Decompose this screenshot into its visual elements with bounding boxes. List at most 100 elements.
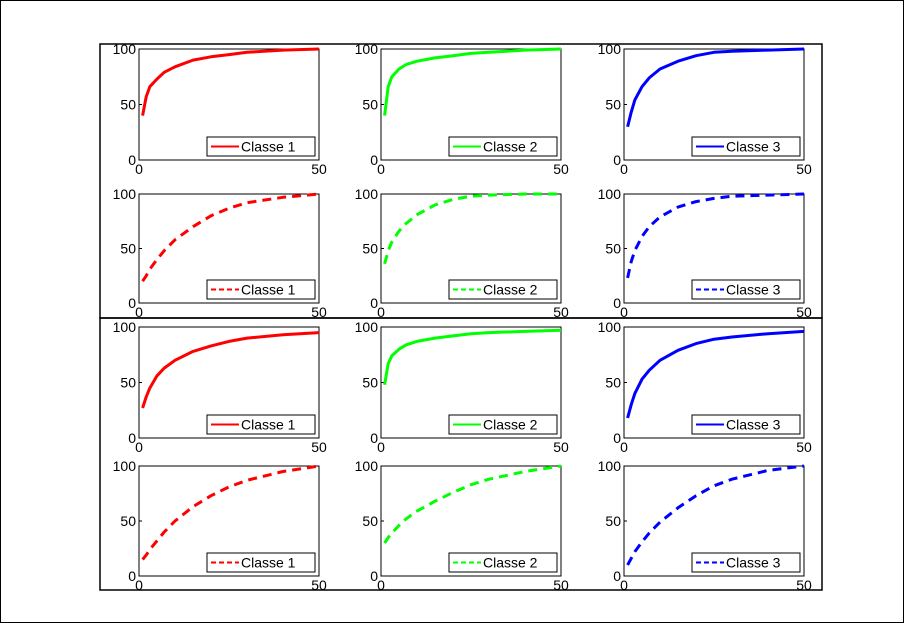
subplot-1: 0 50 100 0 50 Classe 1	[113, 41, 327, 177]
series-line	[383, 328, 562, 385]
legend: Classe 2	[448, 136, 558, 157]
legend-box	[206, 279, 316, 300]
y-tick-label: 0	[370, 152, 378, 168]
x-tick-label: 50	[796, 439, 812, 455]
y-tick-label: 100	[598, 319, 622, 335]
legend-label: Classe 1	[241, 555, 296, 571]
series-line	[383, 47, 562, 116]
series-line	[383, 192, 561, 265]
y-tick-label: 50	[120, 375, 136, 391]
x-tick-label: 50	[796, 304, 812, 320]
legend-label: Classe 2	[483, 555, 538, 571]
subplot-12: 0 50 100 0 50 Classe 3	[598, 458, 812, 593]
x-tick-label: 50	[553, 304, 569, 320]
x-tick-label: 50	[311, 577, 327, 593]
legend-box	[691, 414, 801, 435]
legend-box	[206, 414, 316, 435]
x-tick-label: 0	[377, 304, 385, 320]
y-tick-label: 50	[605, 375, 621, 391]
y-tick-label: 0	[613, 152, 621, 168]
y-tick-label: 100	[355, 186, 379, 202]
legend-label: Classe 3	[726, 555, 781, 571]
legend-label: Classe 2	[483, 139, 538, 155]
subplot-7: 0 50 100 0 50 Classe 1	[113, 319, 327, 455]
legend-label: Classe 1	[241, 282, 296, 298]
x-tick-label: 0	[620, 439, 628, 455]
x-tick-label: 50	[553, 439, 569, 455]
legend-label: Classe 3	[726, 282, 781, 298]
subplot-2: 0 50 100 0 50 Classe 2	[355, 41, 569, 177]
series-line	[626, 192, 805, 279]
series-line	[626, 47, 805, 128]
x-tick-label: 50	[553, 577, 569, 593]
legend: Classe 3	[691, 552, 801, 573]
subplot-9: 0 50 100 0 50 Classe 3	[598, 319, 812, 455]
legend-label: Classe 1	[241, 139, 296, 155]
series-line	[141, 331, 320, 409]
y-tick-label: 100	[598, 186, 622, 202]
subplot-4: 0 50 100 0 50 Classe 1	[113, 186, 327, 320]
x-tick-label: 0	[377, 161, 385, 177]
legend: Classe 2	[448, 279, 558, 300]
x-tick-label: 0	[620, 161, 628, 177]
x-tick-label: 0	[135, 439, 143, 455]
x-tick-label: 0	[135, 577, 143, 593]
y-tick-label: 100	[113, 458, 137, 474]
series-line	[141, 47, 320, 116]
x-tick-label: 0	[620, 304, 628, 320]
y-tick-label: 0	[370, 430, 378, 446]
y-tick-label: 100	[355, 458, 379, 474]
legend-box	[448, 414, 558, 435]
panel-group-bottom-border	[99, 317, 823, 591]
subplot-8: 0 50 100 0 50 Classe 2	[355, 319, 569, 455]
legend: Classe 1	[206, 279, 316, 300]
x-tick-label: 50	[796, 161, 812, 177]
x-tick-label: 50	[311, 439, 327, 455]
series-line	[141, 192, 320, 283]
subplot-10: 0 50 100 0 50 Classe 1	[113, 458, 327, 593]
legend-box	[691, 136, 801, 157]
legend: Classe 2	[448, 414, 558, 435]
y-tick-label: 50	[362, 241, 378, 257]
x-tick-label: 0	[377, 439, 385, 455]
y-tick-label: 50	[362, 375, 378, 391]
y-tick-label: 50	[362, 97, 378, 113]
legend: Classe 1	[206, 414, 316, 435]
legend-box	[448, 552, 558, 573]
legend-box	[691, 552, 801, 573]
y-tick-label: 100	[113, 41, 137, 57]
y-tick-label: 50	[605, 513, 621, 529]
x-tick-label: 50	[796, 577, 812, 593]
y-tick-label: 100	[355, 319, 379, 335]
subplot-3: 0 50 100 0 50 Classe 3	[598, 41, 812, 177]
x-tick-label: 50	[311, 161, 327, 177]
y-tick-label: 0	[128, 568, 136, 584]
legend: Classe 1	[206, 136, 316, 157]
subplot-5: 0 50 100 0 50 Classe 2	[355, 186, 569, 320]
legend-box	[691, 279, 801, 300]
y-tick-label: 50	[120, 513, 136, 529]
legend-box	[206, 552, 316, 573]
legend-label: Classe 2	[483, 282, 538, 298]
legend-label: Classe 3	[726, 139, 781, 155]
x-tick-label: 0	[377, 577, 385, 593]
y-tick-label: 100	[113, 186, 137, 202]
x-tick-label: 0	[135, 304, 143, 320]
x-tick-label: 0	[620, 577, 628, 593]
y-tick-label: 0	[370, 295, 378, 311]
legend: Classe 1	[206, 552, 316, 573]
x-tick-label: 0	[135, 161, 143, 177]
legend-label: Classe 2	[483, 417, 538, 433]
y-tick-label: 100	[598, 41, 622, 57]
y-tick-label: 0	[613, 295, 621, 311]
y-tick-label: 100	[113, 319, 137, 335]
y-tick-label: 100	[355, 41, 379, 57]
y-tick-label: 0	[128, 152, 136, 168]
y-tick-label: 50	[120, 97, 136, 113]
y-tick-label: 50	[605, 97, 621, 113]
legend-box	[448, 279, 558, 300]
y-tick-label: 50	[120, 241, 136, 257]
y-tick-label: 0	[613, 430, 621, 446]
